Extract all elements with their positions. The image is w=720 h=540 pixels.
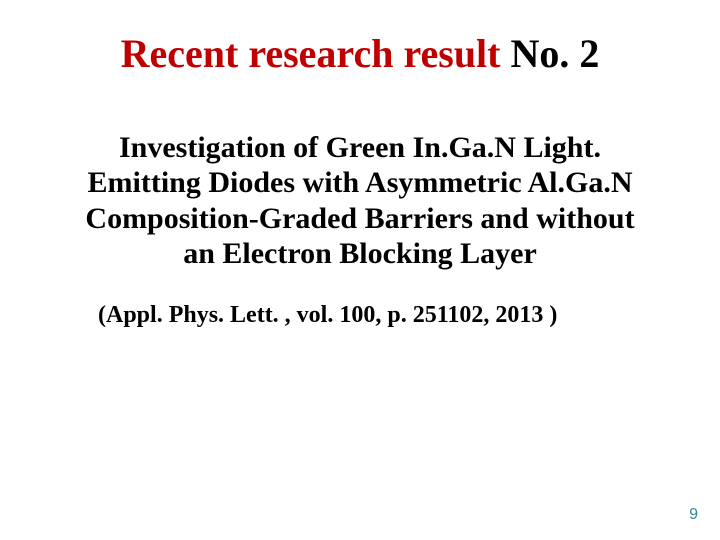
body-line-2: Emitting Diodes with Asymmetric Al.Ga.N <box>88 166 633 199</box>
title-highlight: Recent research result <box>121 31 501 76</box>
page-number: 9 <box>689 506 698 524</box>
body-line-3: Composition-Graded Barriers and without <box>85 202 634 235</box>
slide-body: Investigation of Green In.Ga.N Light. Em… <box>40 130 680 272</box>
citation: (Appl. Phys. Lett. , vol. 100, p. 251102… <box>40 302 680 329</box>
slide-title: Recent research result No. 2 <box>40 32 680 76</box>
slide: Recent research result No. 2 Investigati… <box>0 0 720 540</box>
body-line-1: Investigation of Green In.Ga.N Light. <box>119 131 601 164</box>
title-rest: No. 2 <box>501 31 600 76</box>
body-line-4: an Electron Blocking Layer <box>183 237 537 270</box>
